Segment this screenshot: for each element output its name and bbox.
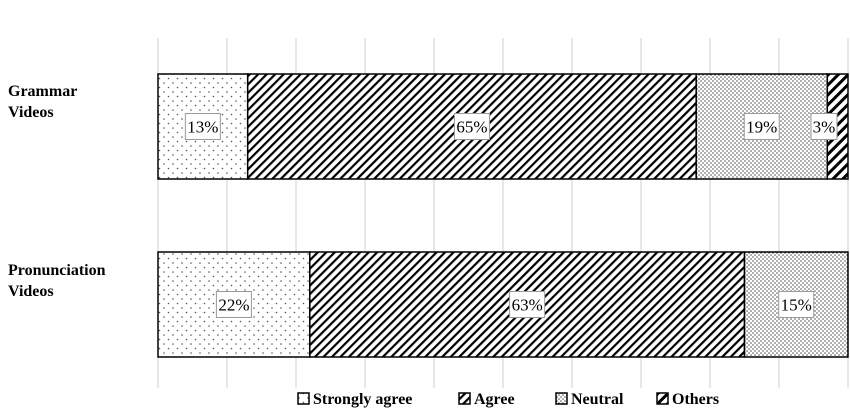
data-label-box	[215, 291, 252, 318]
legend-swatch	[656, 392, 669, 405]
legend-label: Agree	[474, 391, 515, 408]
data-label: 65%	[456, 118, 487, 137]
data-label: 19%	[746, 118, 777, 137]
data-label: 15%	[781, 296, 812, 315]
data-label-box	[184, 113, 221, 140]
legend-swatch	[458, 392, 471, 405]
data-label-box	[778, 291, 815, 318]
category-label: Pronunciation Videos	[8, 262, 106, 300]
data-label-box	[743, 113, 780, 140]
category-axis-labels: Grammar Videos Pronunciation Videos	[8, 83, 106, 300]
data-label: 63%	[512, 296, 543, 315]
legend-swatch	[297, 392, 310, 405]
legend-swatch	[555, 392, 568, 405]
data-label: 22%	[218, 296, 249, 315]
legend-label: Strongly agree	[313, 391, 412, 408]
data-label: 3%	[813, 118, 836, 137]
legend-label: Neutral	[571, 391, 624, 408]
category-label: Grammar Videos	[8, 83, 77, 121]
data-labels: 13% 65% 19% 3% 22% 63% 15%	[184, 113, 838, 318]
legend-label: Others	[672, 391, 719, 408]
data-label-box	[509, 291, 546, 318]
data-label-box	[810, 113, 838, 140]
legend: Strongly agree Agree Neutral Others	[297, 391, 719, 408]
data-label: 13%	[187, 118, 218, 137]
data-label-box	[453, 113, 490, 140]
